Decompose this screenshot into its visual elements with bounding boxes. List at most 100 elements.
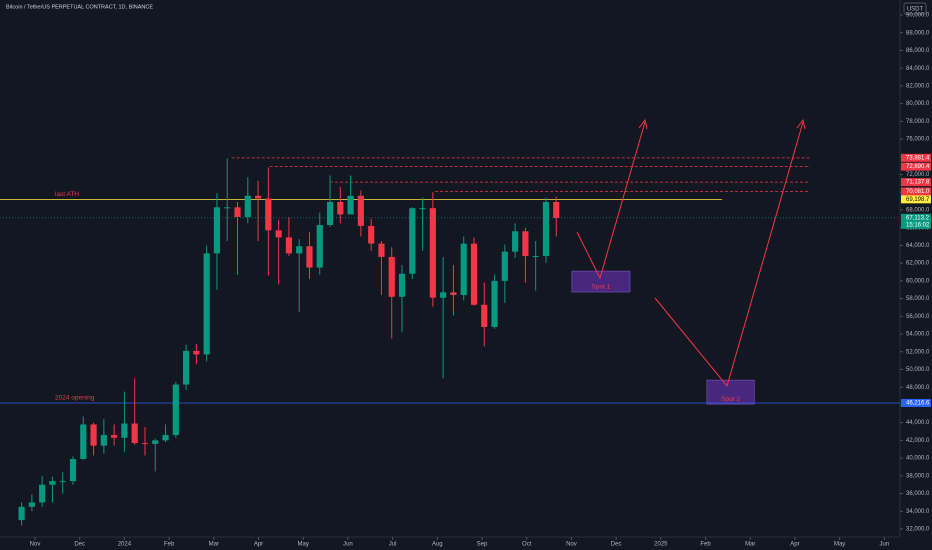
y-tick-label: 72,000.0 bbox=[906, 172, 930, 178]
zone bbox=[706, 379, 755, 405]
candle-body bbox=[59, 481, 66, 483]
y-tick-label: 68,000.0 bbox=[906, 208, 930, 214]
y-tick-label: 34,000.0 bbox=[906, 509, 930, 515]
x-tick-label: Nov bbox=[30, 542, 41, 548]
arrows bbox=[576, 118, 806, 388]
candle-body bbox=[49, 481, 56, 485]
candle-body bbox=[69, 458, 77, 482]
price-tag-label: 69,198.7 bbox=[906, 197, 930, 203]
candle-body bbox=[162, 435, 169, 441]
x-tick-label: Oct bbox=[522, 542, 532, 548]
currency: USDT bbox=[907, 7, 924, 13]
y-tick-label: 44,000.0 bbox=[906, 420, 930, 426]
x-tick-label: Mar bbox=[745, 542, 755, 548]
candle-body bbox=[224, 207, 231, 209]
candle-body bbox=[234, 207, 241, 218]
candle-body bbox=[39, 484, 46, 503]
candle-body bbox=[532, 256, 539, 258]
candle-body bbox=[429, 208, 436, 298]
price-tag-label: 67,113.2 bbox=[906, 215, 930, 221]
countdown: 15:16:02 bbox=[906, 222, 930, 228]
arrow-path bbox=[576, 121, 646, 280]
y-tick-label: 78,000.0 bbox=[906, 119, 930, 125]
candle-body bbox=[440, 292, 447, 298]
y-tick-label: 88,000.0 bbox=[906, 30, 930, 36]
price-tag bbox=[901, 399, 931, 408]
candle-body bbox=[450, 292, 457, 296]
candle-body bbox=[172, 384, 179, 436]
candle-body bbox=[18, 506, 25, 521]
zone-label: Spot 2 bbox=[721, 396, 740, 403]
y-tick-label: 58,000.0 bbox=[906, 296, 930, 302]
y-tick-label: 86,000.0 bbox=[906, 48, 930, 54]
y-tick-label: 40,000.0 bbox=[906, 456, 930, 462]
y-tick-label: 48,000.0 bbox=[906, 385, 930, 391]
x-tick-label: Jun bbox=[343, 542, 353, 548]
y-tick-label: 56,000.0 bbox=[906, 314, 930, 320]
candle-body bbox=[90, 424, 97, 446]
price-tag-label: 73,881.4 bbox=[906, 155, 930, 161]
y-tick-label: 36,000.0 bbox=[906, 491, 930, 497]
price-tag bbox=[901, 213, 931, 229]
x-tick-label: May bbox=[834, 542, 845, 548]
price-tag bbox=[901, 187, 931, 196]
candle-body bbox=[512, 231, 519, 252]
price-tag bbox=[901, 195, 931, 204]
x-tick-label: Apr bbox=[790, 542, 799, 548]
x-tick-label: Dec bbox=[74, 542, 85, 548]
candle-body bbox=[183, 350, 190, 385]
candle-body bbox=[481, 304, 488, 327]
candle-body bbox=[326, 201, 334, 226]
x-tick-label: 2024 bbox=[118, 542, 132, 548]
x-tick-label: Jul bbox=[389, 542, 397, 548]
candle-body bbox=[347, 195, 354, 215]
price-tag bbox=[901, 162, 931, 171]
zone bbox=[571, 270, 631, 293]
y-tick-label: 52,000.0 bbox=[906, 349, 930, 355]
x-tick-label: Jun bbox=[880, 542, 890, 548]
x-tick-label: Aug bbox=[432, 542, 443, 548]
currency-box bbox=[903, 2, 927, 15]
candle-body bbox=[542, 201, 550, 257]
candle-body bbox=[131, 423, 138, 444]
candle-body bbox=[398, 273, 406, 297]
arrow-path bbox=[654, 121, 804, 388]
price-tag-label: 46,216.6 bbox=[906, 401, 930, 407]
y-tick-label: 42,000.0 bbox=[906, 438, 930, 444]
x-tick-label: Feb bbox=[700, 542, 711, 548]
candle-body bbox=[213, 207, 221, 254]
candle-body bbox=[111, 435, 118, 438]
y-tick-label: 32,000.0 bbox=[906, 527, 930, 533]
candle-body bbox=[193, 350, 200, 355]
price-tag bbox=[901, 153, 931, 162]
y-tick-label: 84,000.0 bbox=[906, 66, 930, 72]
candle-body bbox=[378, 243, 385, 257]
candle-body bbox=[265, 198, 272, 231]
candle-body bbox=[203, 253, 210, 355]
candle-body bbox=[141, 443, 149, 445]
candle-body bbox=[244, 195, 251, 218]
y-tick-label: 62,000.0 bbox=[906, 261, 930, 267]
candle-body bbox=[460, 243, 467, 296]
candle-body bbox=[80, 424, 87, 459]
candle-body bbox=[470, 243, 478, 305]
chart-title: Bitcoin / TetherUS PERPETUAL CONTRACT, 1… bbox=[6, 4, 153, 10]
y-tick-label: 76,000.0 bbox=[906, 137, 930, 143]
x-tick-label: Dec bbox=[611, 542, 622, 548]
candle-body bbox=[254, 195, 262, 199]
y-tick-label: 50,000.0 bbox=[906, 367, 930, 373]
y-tick-label: 54,000.0 bbox=[906, 332, 930, 338]
candle-body bbox=[121, 423, 128, 438]
y-tick-label: 60,000.0 bbox=[906, 278, 930, 284]
candle-body bbox=[296, 246, 303, 254]
candle-body bbox=[501, 251, 508, 281]
x-tick-label: 2025 bbox=[654, 542, 668, 548]
y-tick-label: 80,000.0 bbox=[906, 101, 930, 107]
x-tick-label: Sep bbox=[477, 542, 488, 548]
level-label: last ATH bbox=[55, 191, 79, 198]
candle-body bbox=[409, 208, 416, 274]
y-tick-label: 90,000.0 bbox=[906, 13, 930, 19]
candle-body bbox=[388, 256, 395, 297]
